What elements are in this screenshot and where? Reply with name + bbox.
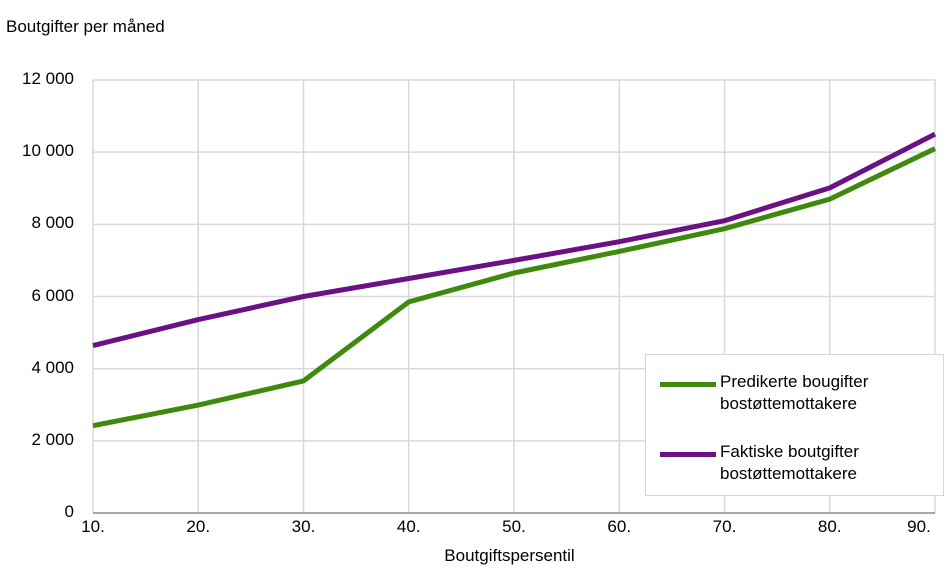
legend-label-actual: Faktiske boutgifter bostøttemottakere bbox=[720, 442, 859, 483]
legend-swatch-actual bbox=[660, 452, 716, 457]
y-tick-label: 10 000 bbox=[22, 141, 74, 161]
y-tick-label: 6 000 bbox=[31, 285, 74, 305]
legend-item-actual: Faktiske boutgifter bostøttemottakere bbox=[660, 441, 930, 485]
x-tick-label: 70. bbox=[712, 517, 737, 536]
x-tick-label: 60. bbox=[607, 517, 632, 536]
series-lines bbox=[92, 131, 937, 429]
x-tick-label: 20. bbox=[186, 517, 211, 536]
y-tick-label: 4 000 bbox=[31, 357, 74, 377]
y-tick-label: 8 000 bbox=[31, 213, 74, 233]
legend: Predikerte bougifter bostøttemottakere F… bbox=[645, 354, 944, 496]
x-tick-label: 50. bbox=[502, 517, 526, 536]
y-tick-label: 0 bbox=[64, 502, 74, 521]
x-tick-label: 10. bbox=[81, 517, 105, 536]
y-tick-label: 12 000 bbox=[22, 69, 74, 88]
x-tick-label: 90. bbox=[907, 517, 931, 536]
x-tick-label: 30. bbox=[291, 517, 316, 536]
legend-swatch-predicted bbox=[660, 382, 716, 387]
y-tick-label: 2 000 bbox=[31, 429, 74, 449]
y-axis-title: Boutgifter per måned bbox=[6, 17, 165, 36]
x-axis-title: Boutgiftspersentil bbox=[444, 546, 575, 565]
legend-label-predicted: Predikerte bougifter bostøttemottakere bbox=[720, 372, 869, 413]
x-tick-label: 80. bbox=[817, 517, 842, 536]
legend-item-predicted: Predikerte bougifter bostøttemottakere bbox=[660, 371, 930, 415]
x-tick-label: 40. bbox=[396, 517, 421, 536]
